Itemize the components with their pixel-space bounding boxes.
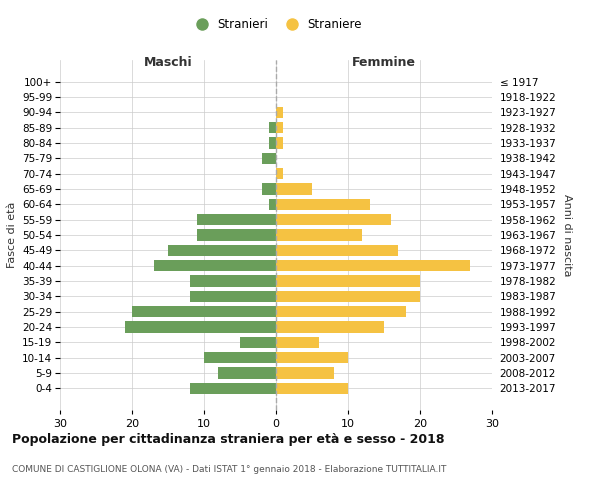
Bar (262, 183, 276, 194)
Bar (276, 382, 348, 394)
Bar (276, 306, 406, 318)
Y-axis label: Anni di nascita: Anni di nascita (562, 194, 572, 276)
Bar (276, 290, 420, 302)
Bar (276, 352, 348, 364)
Bar (276, 260, 470, 272)
Bar (168, 244, 276, 256)
Bar (190, 290, 276, 302)
Bar (276, 276, 420, 287)
Text: COMUNE DI CASTIGLIONE OLONA (VA) - Dati ISTAT 1° gennaio 2018 - Elaborazione TUT: COMUNE DI CASTIGLIONE OLONA (VA) - Dati … (12, 465, 446, 474)
Bar (269, 137, 276, 148)
Bar (262, 152, 276, 164)
Bar (276, 168, 283, 179)
Bar (276, 322, 384, 333)
Text: Maschi: Maschi (143, 56, 193, 70)
Bar (197, 214, 276, 226)
Bar (132, 306, 276, 318)
Bar (269, 122, 276, 134)
Bar (276, 183, 312, 194)
Bar (276, 198, 370, 210)
Bar (276, 214, 391, 226)
Bar (190, 382, 276, 394)
Bar (204, 352, 276, 364)
Bar (240, 336, 276, 348)
Bar (276, 244, 398, 256)
Bar (197, 229, 276, 241)
Bar (276, 336, 319, 348)
Legend: Stranieri, Straniere: Stranieri, Straniere (185, 14, 367, 36)
Bar (269, 198, 276, 210)
Bar (218, 368, 276, 379)
Bar (125, 322, 276, 333)
Y-axis label: Fasce di età: Fasce di età (7, 202, 17, 268)
Bar (190, 276, 276, 287)
Bar (154, 260, 276, 272)
Bar (276, 229, 362, 241)
Bar (276, 106, 283, 118)
Bar (276, 137, 283, 148)
Text: Femmine: Femmine (352, 56, 416, 70)
Bar (276, 122, 283, 134)
Text: Popolazione per cittadinanza straniera per età e sesso - 2018: Popolazione per cittadinanza straniera p… (12, 432, 445, 446)
Bar (276, 368, 334, 379)
